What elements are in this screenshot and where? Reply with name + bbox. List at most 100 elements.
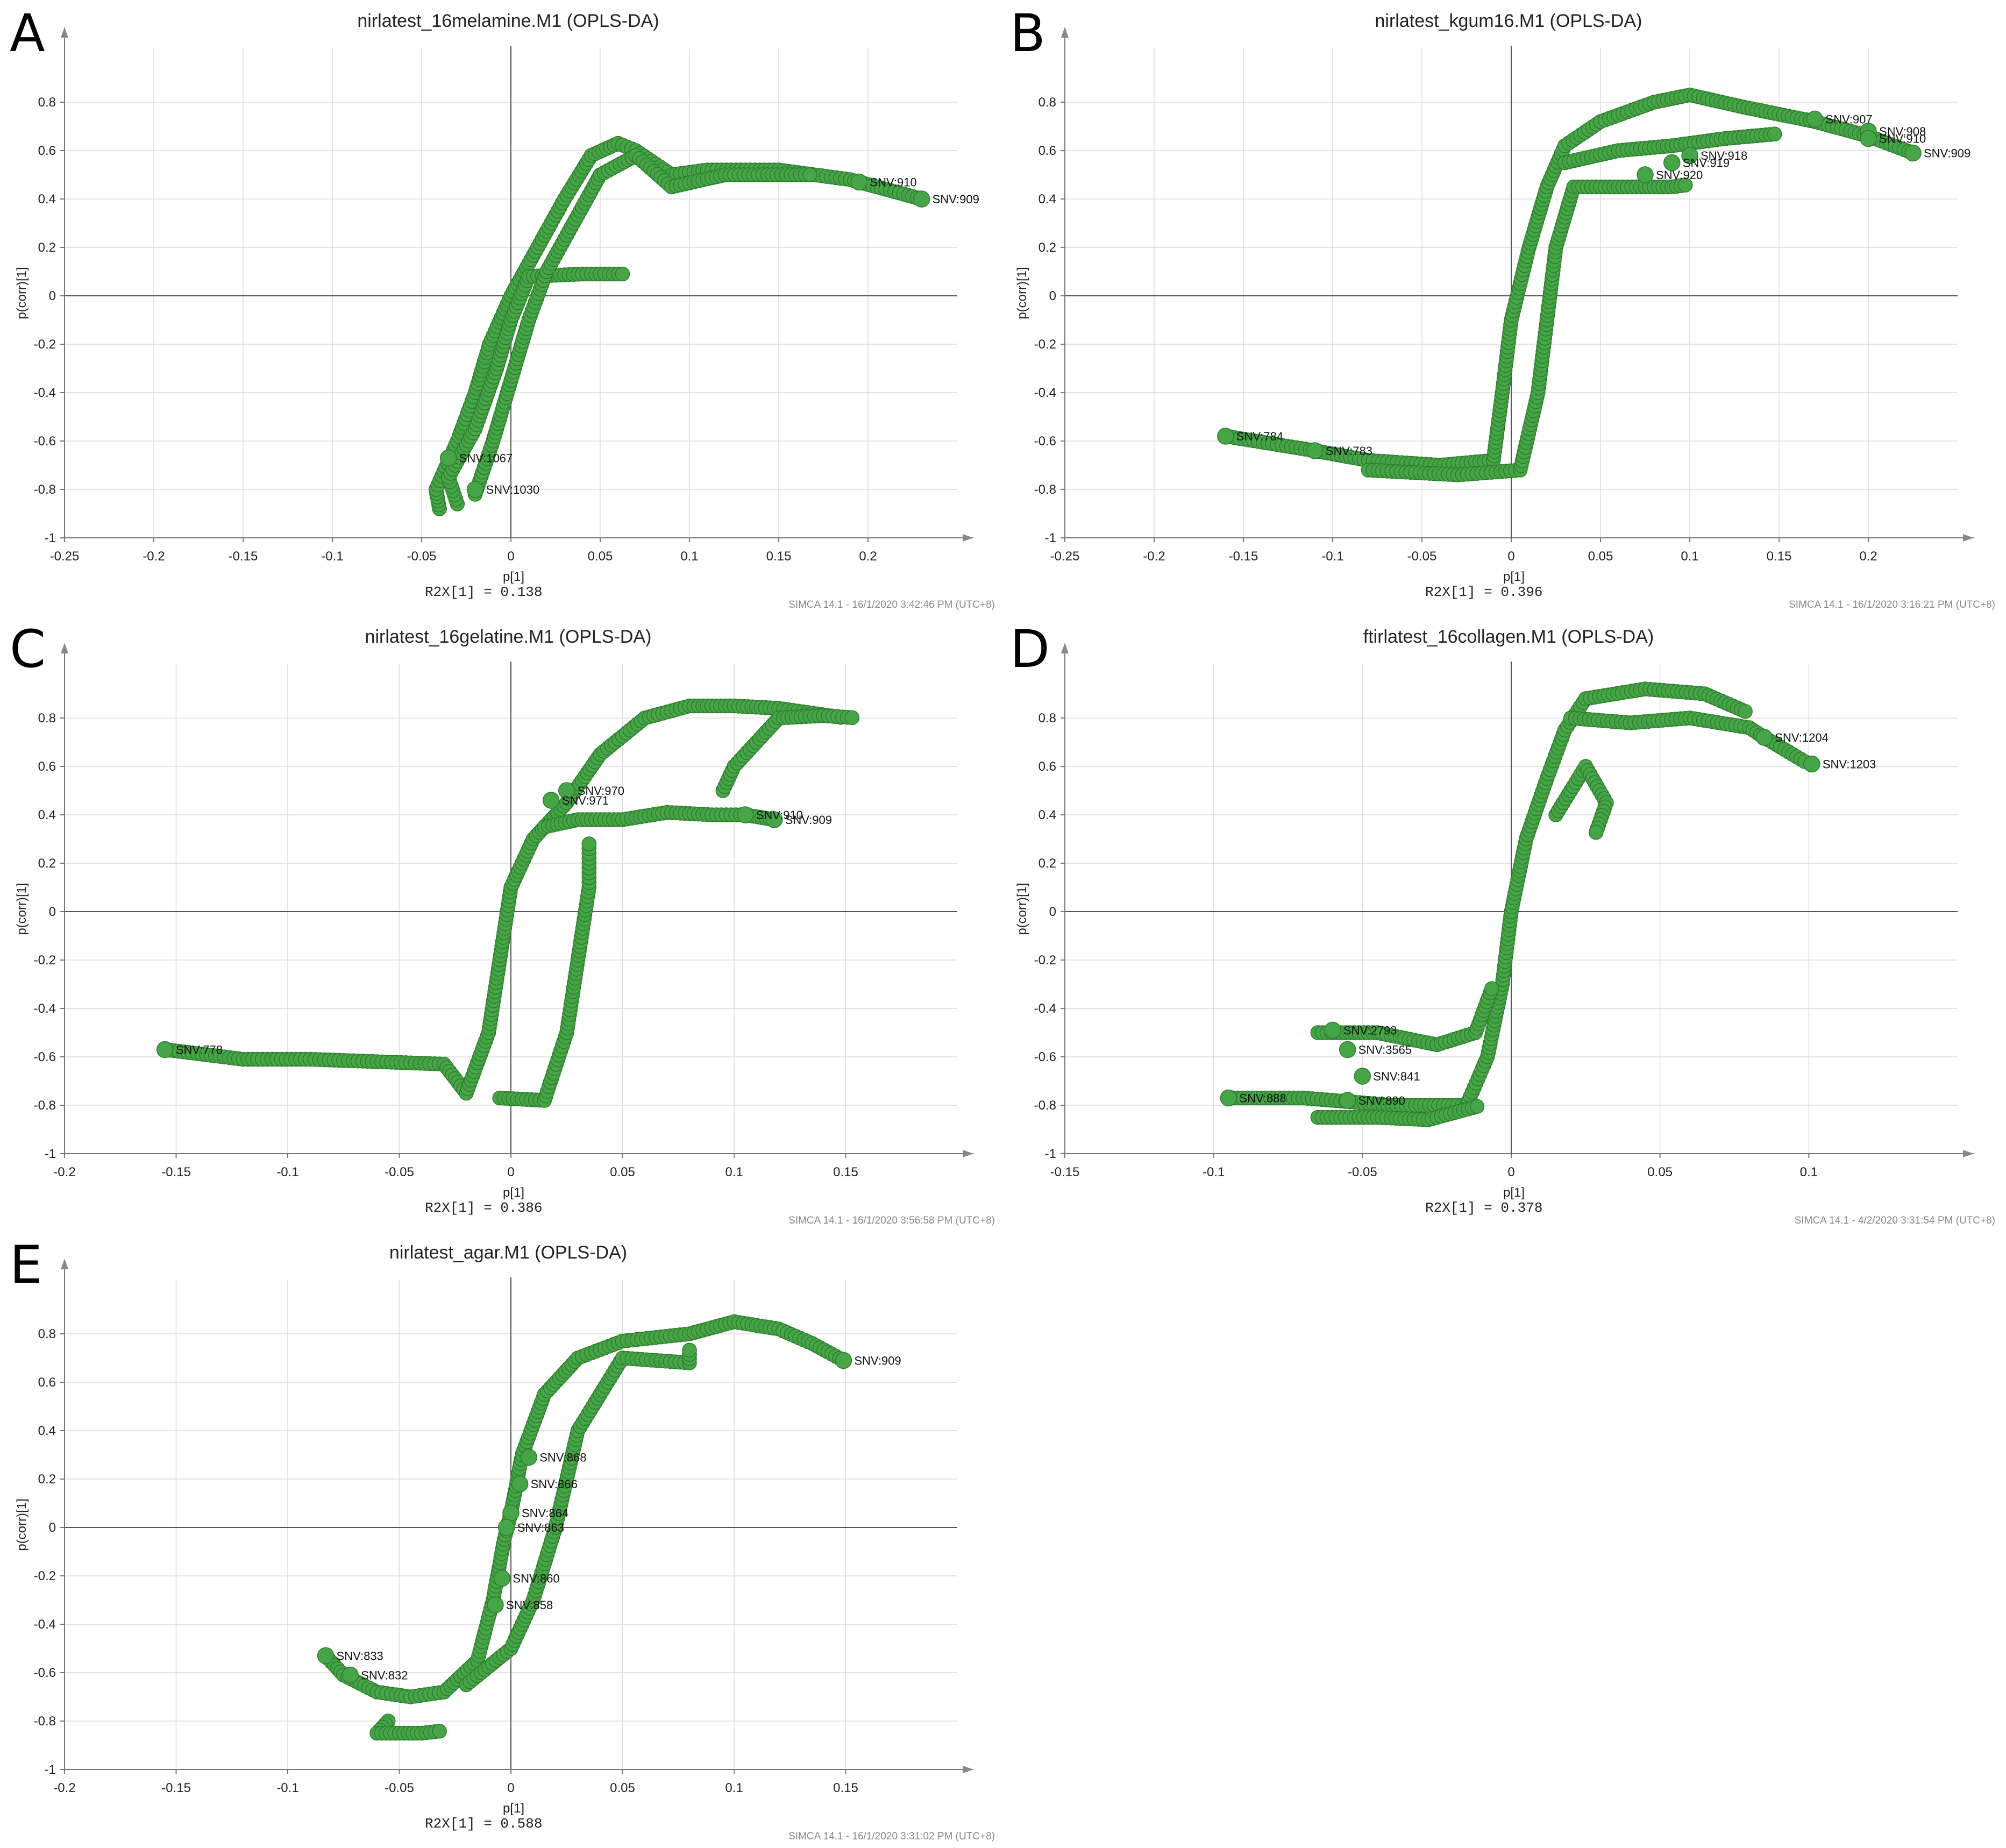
labeled-point — [1663, 154, 1681, 172]
y-tick-label: 0.6 — [1038, 144, 1056, 158]
y-tick-label: 0.2 — [1038, 240, 1056, 255]
x-tick-label: 0.1 — [725, 1781, 743, 1795]
y-tick-label: -0.8 — [1034, 1098, 1056, 1113]
x-tick-label: -0.15 — [229, 549, 258, 564]
y-axis-label: p(corr)[1] — [15, 883, 29, 935]
y-tick-label: 0.2 — [1038, 856, 1056, 871]
x-tick-label: -0.15 — [1050, 1165, 1080, 1179]
y-tick-label: 0.4 — [38, 1424, 56, 1438]
y-tick-label: 0 — [1049, 905, 1056, 919]
labeled-point — [850, 173, 868, 191]
labeled-point — [487, 1596, 504, 1614]
point-label: SNV:1067 — [459, 452, 513, 465]
labeled-point — [1860, 130, 1877, 147]
labeled-point — [913, 190, 930, 208]
data-point — [1767, 126, 1782, 141]
x-tick-label: 0 — [1507, 1165, 1514, 1179]
x-tick-label: 0 — [507, 549, 514, 564]
x-tick-label: 0.05 — [610, 1781, 635, 1795]
x-tick-label: 0 — [507, 1781, 514, 1795]
labeled-point — [440, 449, 457, 467]
point-label: SNV:970 — [578, 784, 624, 798]
x-tick-label: -0.1 — [276, 1781, 298, 1795]
y-tick-label: -0.2 — [34, 337, 56, 352]
labeled-point — [1306, 442, 1324, 459]
y-tick-label: 0 — [49, 905, 56, 919]
y-tick-label: -1 — [1045, 531, 1056, 545]
data-point — [682, 1342, 697, 1358]
labeled-point — [1354, 1068, 1371, 1085]
x-tick-label: -0.2 — [53, 1165, 75, 1179]
panel-letter: E — [10, 1235, 42, 1295]
labeled-point — [520, 1448, 537, 1466]
y-tick-label: -0.6 — [1034, 1050, 1056, 1064]
r2x-value: R2X[1] = 0.588 — [425, 1816, 542, 1832]
y-tick-label: -0.6 — [34, 1050, 56, 1064]
point-label: SNV:920 — [1656, 168, 1703, 182]
y-tick-label: -0.2 — [1034, 953, 1056, 968]
labeled-point — [511, 1475, 529, 1492]
point-label: SNV:919 — [1683, 157, 1730, 170]
x-tick-label: 0.1 — [680, 549, 698, 564]
point-label: SNV:908 — [1879, 125, 1926, 138]
y-tick-label: 0.4 — [38, 192, 56, 207]
x-tick-label: 0.05 — [610, 1165, 635, 1179]
software-footer: SIMCA 14.1 - 4/2/2020 3:31:54 PM (UTC+8) — [1795, 1215, 1995, 1226]
y-tick-label: 0.4 — [1038, 192, 1056, 207]
y-tick-label: -0.6 — [34, 434, 56, 449]
y-tick-label: -0.4 — [34, 1001, 56, 1016]
point-label: SNV:860 — [513, 1572, 559, 1586]
x-tick-label: 0.15 — [833, 1165, 858, 1179]
labeled-point — [765, 811, 783, 828]
software-footer: SIMCA 14.1 - 16/1/2020 3:31:02 PM (UTC+8… — [788, 1831, 995, 1842]
point-label: SNV:1204 — [1775, 731, 1828, 744]
labeled-point — [493, 1569, 511, 1587]
point-label: SNV:910 — [756, 808, 803, 822]
y-tick-label: -0.4 — [34, 1617, 56, 1632]
y-tick-label: 0.2 — [38, 856, 56, 871]
labeled-point — [466, 481, 484, 498]
data-point — [802, 167, 817, 182]
data-point — [581, 836, 596, 851]
y-tick-label: 0.6 — [38, 144, 56, 158]
x-tick-label: 0.05 — [1588, 549, 1613, 564]
point-label: SNV:2793 — [1343, 1024, 1397, 1037]
x-tick-label: -0.1 — [321, 549, 343, 564]
y-tick-label: -0.8 — [34, 482, 56, 497]
y-tick-label: 0.8 — [1038, 711, 1056, 726]
labeled-point — [317, 1647, 335, 1665]
point-label: SNV:784 — [1236, 430, 1283, 443]
labeled-point — [737, 806, 754, 823]
r2x-value: R2X[1] = 0.386 — [425, 1200, 542, 1216]
point-label: SNV:858 — [506, 1598, 553, 1612]
point-label: SNV:910 — [1879, 132, 1926, 146]
data-point — [1469, 1099, 1485, 1114]
software-footer: SIMCA 14.1 - 16/1/2020 3:16:21 PM (UTC+8… — [1789, 599, 1995, 610]
panel-letter: D — [1010, 619, 1050, 679]
r2x-value: R2X[1] = 0.396 — [1425, 584, 1542, 600]
y-tick-label: 0.4 — [38, 808, 56, 822]
point-label: SNV:909 — [854, 1354, 901, 1368]
labeled-point — [558, 782, 575, 799]
x-tick-label: 0.1 — [1681, 549, 1698, 564]
y-tick-label: 0 — [1049, 289, 1056, 303]
y-axis-label: p(corr)[1] — [15, 267, 29, 319]
x-tick-label: 0.15 — [1767, 549, 1792, 564]
data-point — [1677, 177, 1693, 193]
chart-title: nirlatest_kgum16.M1 (OPLS-DA) — [1375, 11, 1642, 31]
y-axis-label: p(corr)[1] — [15, 1498, 29, 1551]
y-axis-arrow — [1061, 27, 1069, 38]
panel-letter: C — [10, 619, 46, 679]
x-tick-label: -0.15 — [161, 1165, 191, 1179]
y-tick-label: 0.8 — [38, 711, 56, 726]
y-tick-label: -0.8 — [34, 1098, 56, 1113]
point-label: SNV:909 — [785, 813, 832, 827]
x-tick-label: 0.2 — [859, 549, 877, 564]
y-tick-label: 0.6 — [1038, 759, 1056, 774]
y-tick-label: -1 — [45, 1147, 56, 1161]
x-tick-label: -0.25 — [1050, 549, 1080, 564]
point-label: SNV:909 — [933, 193, 979, 206]
y-tick-label: -1 — [1045, 1147, 1056, 1161]
